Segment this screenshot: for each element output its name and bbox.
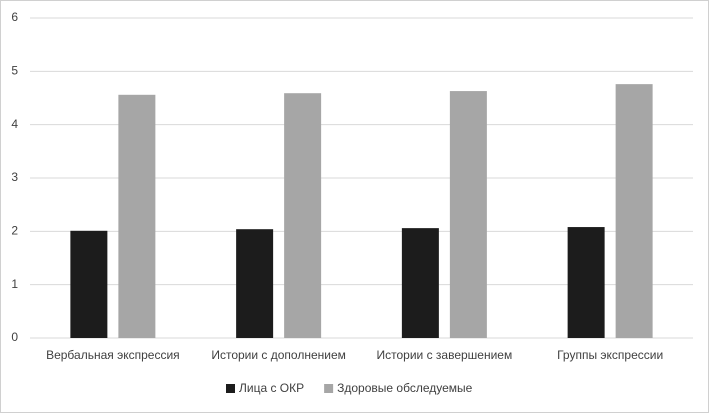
bar (615, 84, 653, 338)
bar (401, 228, 439, 338)
bar (118, 94, 156, 338)
y-tick-label: 4 (11, 117, 18, 131)
legend-swatch (324, 384, 334, 393)
y-tick-label: 6 (11, 10, 18, 24)
y-tick-label: 0 (11, 330, 18, 344)
x-tick-label: Группы экспрессии (557, 348, 663, 362)
legend-swatch (226, 384, 235, 393)
legend-label: Лица с ОКР (239, 381, 304, 395)
y-tick-label: 1 (11, 277, 18, 291)
bar (567, 227, 605, 338)
bar (449, 91, 487, 338)
y-tick-label: 5 (11, 64, 18, 78)
bar (70, 230, 108, 338)
x-tick-label: Вербальная экспрессия (46, 348, 180, 362)
y-tick-label: 3 (11, 170, 18, 184)
y-tick-label: 2 (11, 224, 18, 238)
x-tick-label: Истории с завершением (377, 348, 513, 362)
bar (236, 229, 274, 338)
bar (284, 93, 322, 338)
legend-label: Здоровые обследуемые (337, 381, 473, 395)
x-tick-label: Истории с дополнением (211, 348, 346, 362)
